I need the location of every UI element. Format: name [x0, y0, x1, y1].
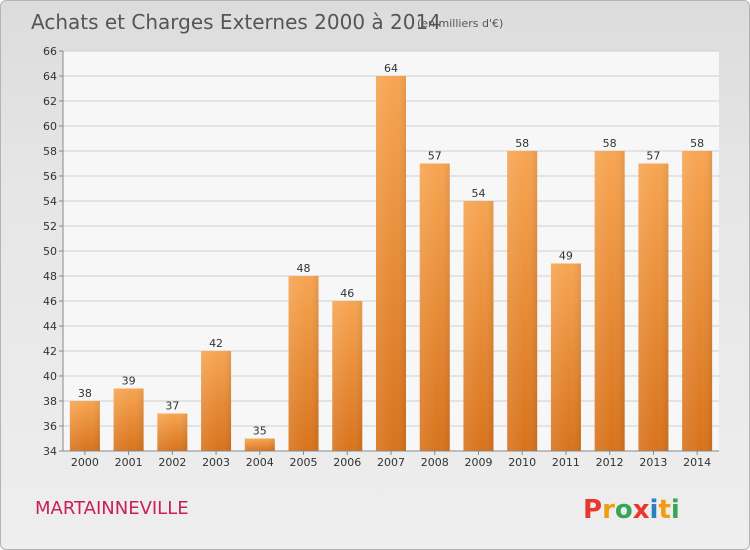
- x-tick-label: 2006: [333, 456, 361, 469]
- axis-layer: 34 36 38 40 42 44 46 48 50 52 54 56 58 60 62 64 66 2000 20…: [43, 45, 719, 469]
- bar-highlight: [376, 76, 406, 451]
- y-tick-label: 40: [43, 370, 57, 383]
- y-tick-label: 64: [43, 70, 57, 83]
- bar-highlight: [288, 276, 319, 451]
- y-tick-label: 56: [43, 170, 57, 183]
- bar-highlight: [507, 151, 538, 451]
- x-tick-label: 2009: [464, 456, 492, 469]
- bar-value-label: 49: [559, 250, 573, 263]
- bar-highlight: [638, 163, 669, 451]
- bar-value-label: 42: [209, 337, 223, 350]
- logo-letter: t: [658, 495, 670, 525]
- y-tick-label: 42: [43, 345, 57, 358]
- bar-value-label: 38: [78, 387, 92, 400]
- y-tick-label: 62: [43, 95, 57, 108]
- logo-letter: P: [583, 495, 602, 525]
- x-tick-label: 2007: [377, 456, 405, 469]
- x-tick-label: 2005: [290, 456, 318, 469]
- bar-highlight: [594, 151, 625, 451]
- chart-subtitle: (en milliers d'€): [417, 17, 503, 30]
- bar-highlight: [682, 151, 713, 451]
- bar-highlight: [69, 401, 100, 451]
- y-tick-label: 48: [43, 270, 57, 283]
- y-tick-label: 36: [43, 420, 57, 433]
- x-tick-label: 2008: [421, 456, 449, 469]
- x-tick-label: 2001: [115, 456, 143, 469]
- bar-value-label: 39: [122, 375, 136, 388]
- x-tick-label: 2014: [683, 456, 711, 469]
- bar-value-label: 58: [603, 137, 617, 150]
- x-tick-label: 2000: [71, 456, 99, 469]
- bar-highlight: [244, 438, 275, 451]
- bar-highlight: [550, 263, 581, 451]
- chart-title: Achats et Charges Externes 2000 à 2014: [31, 10, 441, 34]
- x-tick-label: 2004: [246, 456, 274, 469]
- x-tick-label: 2003: [202, 456, 230, 469]
- bar-highlight: [113, 388, 144, 451]
- bar-highlight: [419, 163, 450, 451]
- bar-highlight: [463, 201, 494, 451]
- y-tick-label: 54: [43, 195, 57, 208]
- bar-value-label: 64: [384, 62, 398, 75]
- bar-value-label: 57: [428, 150, 442, 163]
- proxiti-logo: Proxiti: [583, 495, 680, 525]
- x-tick-label: 2011: [552, 456, 580, 469]
- logo-letter: o: [615, 495, 633, 525]
- x-tick-label: 2012: [596, 456, 624, 469]
- bar-value-label: 46: [340, 287, 354, 300]
- y-tick-label: 34: [43, 445, 57, 458]
- bar-highlight: [332, 301, 363, 451]
- y-tick-label: 58: [43, 145, 57, 158]
- bar-value-label: 57: [646, 150, 660, 163]
- bar-highlight: [157, 413, 188, 451]
- y-tick-label: 38: [43, 395, 57, 408]
- y-tick-label: 46: [43, 295, 57, 308]
- bar-value-label: 54: [471, 187, 485, 200]
- bars-layer: 38 39 37 42 35 48 46 64 57 54 58 49 58 57 58: [69, 62, 713, 451]
- bar-value-label: 37: [165, 400, 179, 413]
- logo-letter: i: [671, 495, 680, 525]
- y-tick-label: 44: [43, 320, 57, 333]
- bar-value-label: 58: [690, 137, 704, 150]
- y-tick-label: 50: [43, 245, 57, 258]
- logo-letter: r: [602, 495, 615, 525]
- bar-value-label: 58: [515, 137, 529, 150]
- logo-letter: x: [633, 495, 650, 525]
- x-tick-label: 2002: [158, 456, 186, 469]
- x-tick-label: 2010: [508, 456, 536, 469]
- bar-value-label: 35: [253, 425, 267, 438]
- y-tick-label: 52: [43, 220, 57, 233]
- x-tick-label: 2013: [639, 456, 667, 469]
- logo-letter: i: [650, 495, 659, 525]
- bar-value-label: 48: [297, 262, 311, 275]
- y-tick-label: 60: [43, 120, 57, 133]
- bar-highlight: [201, 351, 232, 451]
- commune-name: MARTAINNEVILLE: [35, 498, 189, 519]
- y-tick-label: 66: [43, 45, 57, 58]
